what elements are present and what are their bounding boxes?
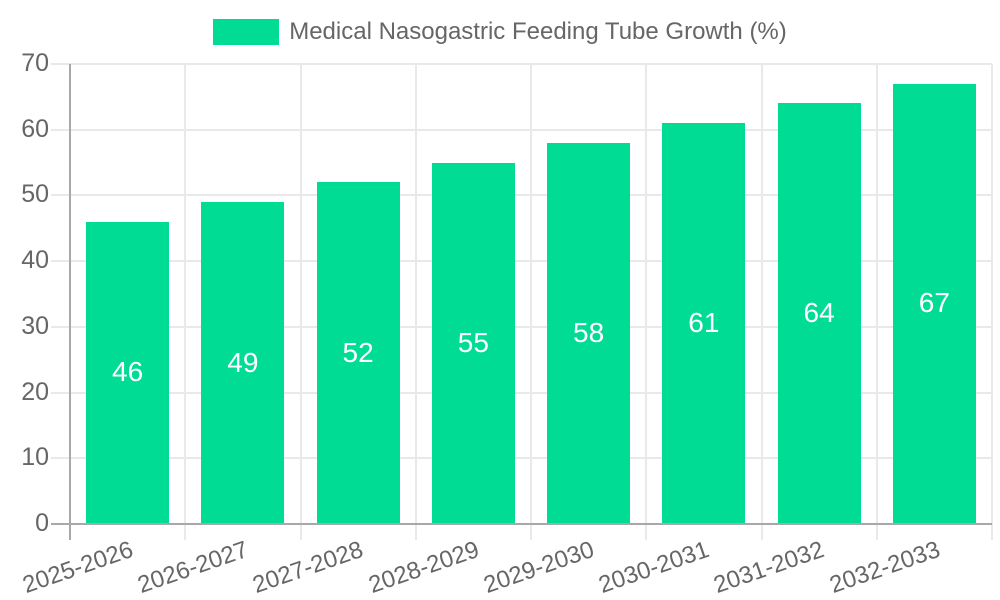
bar-value-label: 58	[573, 316, 605, 348]
x-gridline	[299, 64, 302, 540]
y-axis-line	[69, 64, 71, 540]
x-gridline	[875, 64, 878, 540]
x-gridline	[530, 64, 532, 540]
bar[interactable]: 67	[892, 83, 976, 523]
y-gridline	[51, 194, 992, 197]
y-axis-tick-label: 70	[21, 48, 49, 77]
y-gridline	[51, 128, 992, 131]
x-axis-tick-label: 2026-2027	[134, 536, 252, 599]
y-axis-tick-label: 60	[21, 114, 49, 143]
bar-value-label: 49	[227, 346, 259, 378]
y-gridline	[51, 391, 992, 394]
y-gridline	[51, 260, 992, 263]
x-gridline	[991, 64, 993, 540]
y-gridline	[51, 325, 992, 328]
y-axis-tick-label: 40	[21, 246, 49, 275]
x-axis-tick-label: 2028-2029	[364, 536, 483, 599]
x-axis-tick-label: 2031-2032	[710, 536, 828, 599]
bar[interactable]: 64	[777, 103, 861, 523]
y-axis-tick-label: 10	[21, 443, 49, 472]
y-axis-tick-label: 20	[21, 377, 49, 406]
legend[interactable]: Medical Nasogastric Feeding Tube Growth …	[0, 18, 1000, 46]
bar[interactable]: 58	[547, 142, 631, 523]
y-gridline	[51, 63, 992, 65]
bar[interactable]: 55	[431, 162, 515, 523]
legend-label: Medical Nasogastric Feeding Tube Growth …	[289, 18, 787, 45]
bar-value-label: 55	[457, 326, 489, 358]
x-axis-tick-label: 2027-2028	[249, 536, 367, 599]
bar[interactable]: 49	[201, 202, 285, 523]
legend-swatch	[213, 19, 280, 45]
x-axis-tick-label: 2025-2026	[19, 536, 137, 599]
y-axis-tick-label: 50	[21, 180, 49, 209]
x-gridline	[760, 64, 763, 540]
bar[interactable]: 61	[662, 123, 746, 523]
bar[interactable]: 46	[86, 221, 170, 523]
y-axis-tick-label: 0	[35, 508, 49, 537]
bar-value-label: 52	[342, 336, 374, 368]
x-axis-tick-label: 2029-2030	[480, 536, 598, 599]
x-gridline	[414, 64, 417, 540]
y-gridline	[51, 457, 992, 460]
bar[interactable]: 52	[316, 182, 400, 523]
y-axis-tick-label: 30	[21, 311, 49, 340]
x-axis-tick-label: 2032-2033	[825, 536, 944, 599]
bar-value-label: 46	[112, 356, 144, 388]
bar-value-label: 64	[803, 297, 835, 329]
x-gridline	[184, 64, 187, 540]
x-gridline	[645, 64, 648, 540]
x-axis-line	[51, 523, 992, 525]
x-axis-tick-label: 2030-2031	[595, 536, 713, 599]
bar-value-label: 67	[918, 287, 950, 319]
bar-value-label: 61	[688, 307, 720, 339]
